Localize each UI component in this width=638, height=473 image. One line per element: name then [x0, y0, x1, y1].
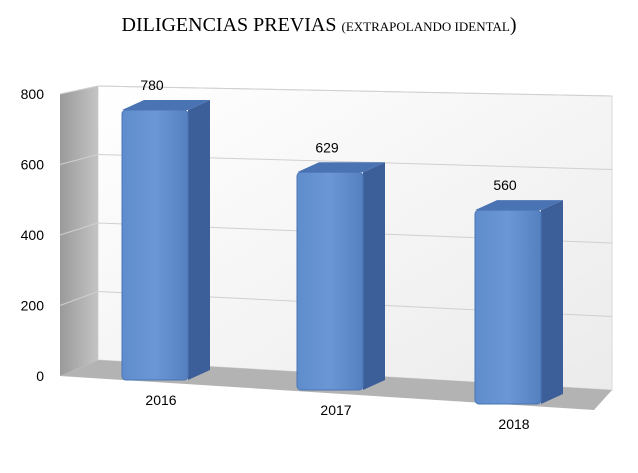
y-tick-label: 600	[21, 157, 45, 173]
x-tick-label: 2016	[145, 392, 176, 408]
bar-2017	[296, 162, 385, 391]
chart-title-main: DILIGENCIAS PREVIAS	[121, 14, 337, 36]
chart-title: DILIGENCIAS PREVIAS (EXTRAPOLANDO IDENTA…	[0, 14, 638, 37]
x-tick-label: 2018	[498, 416, 529, 432]
y-tick-label: 400	[21, 227, 45, 243]
data-labels: 780 629 560	[140, 77, 517, 193]
y-tick-label: 0	[36, 368, 44, 384]
bar-side	[188, 100, 210, 380]
bar-top	[475, 200, 563, 211]
chart-subtitle-text: EXTRAPOLANDO IDENTAL	[345, 19, 510, 34]
y-tick-label: 800	[21, 86, 45, 102]
y-tick-label: 200	[21, 298, 45, 314]
bar-front	[296, 171, 364, 391]
bar-top	[297, 162, 385, 173]
bar-front	[474, 209, 542, 405]
x-tick-label: 2017	[320, 402, 351, 418]
gridline-side	[59, 85, 99, 95]
bar-2018	[474, 200, 563, 405]
bar-side	[363, 162, 385, 390]
bars	[121, 100, 563, 405]
gridline-back	[97, 85, 613, 97]
gridline-side	[59, 222, 99, 236]
chart-subtitle: (EXTRAPOLANDO IDENTAL)	[341, 14, 517, 36]
data-label: 780	[140, 77, 164, 93]
bar-2016	[121, 100, 210, 381]
gridline-side	[59, 154, 99, 165]
y-axis: 0 200 400 600 800	[21, 86, 45, 384]
data-label: 629	[315, 139, 339, 155]
gridline-side	[59, 291, 99, 306]
data-label: 560	[493, 177, 517, 193]
bar-front	[121, 109, 189, 381]
bar-side	[541, 200, 563, 404]
x-axis: 2016 2017 2018	[145, 392, 529, 432]
bar-top	[122, 100, 210, 110]
side-wall	[60, 86, 98, 376]
